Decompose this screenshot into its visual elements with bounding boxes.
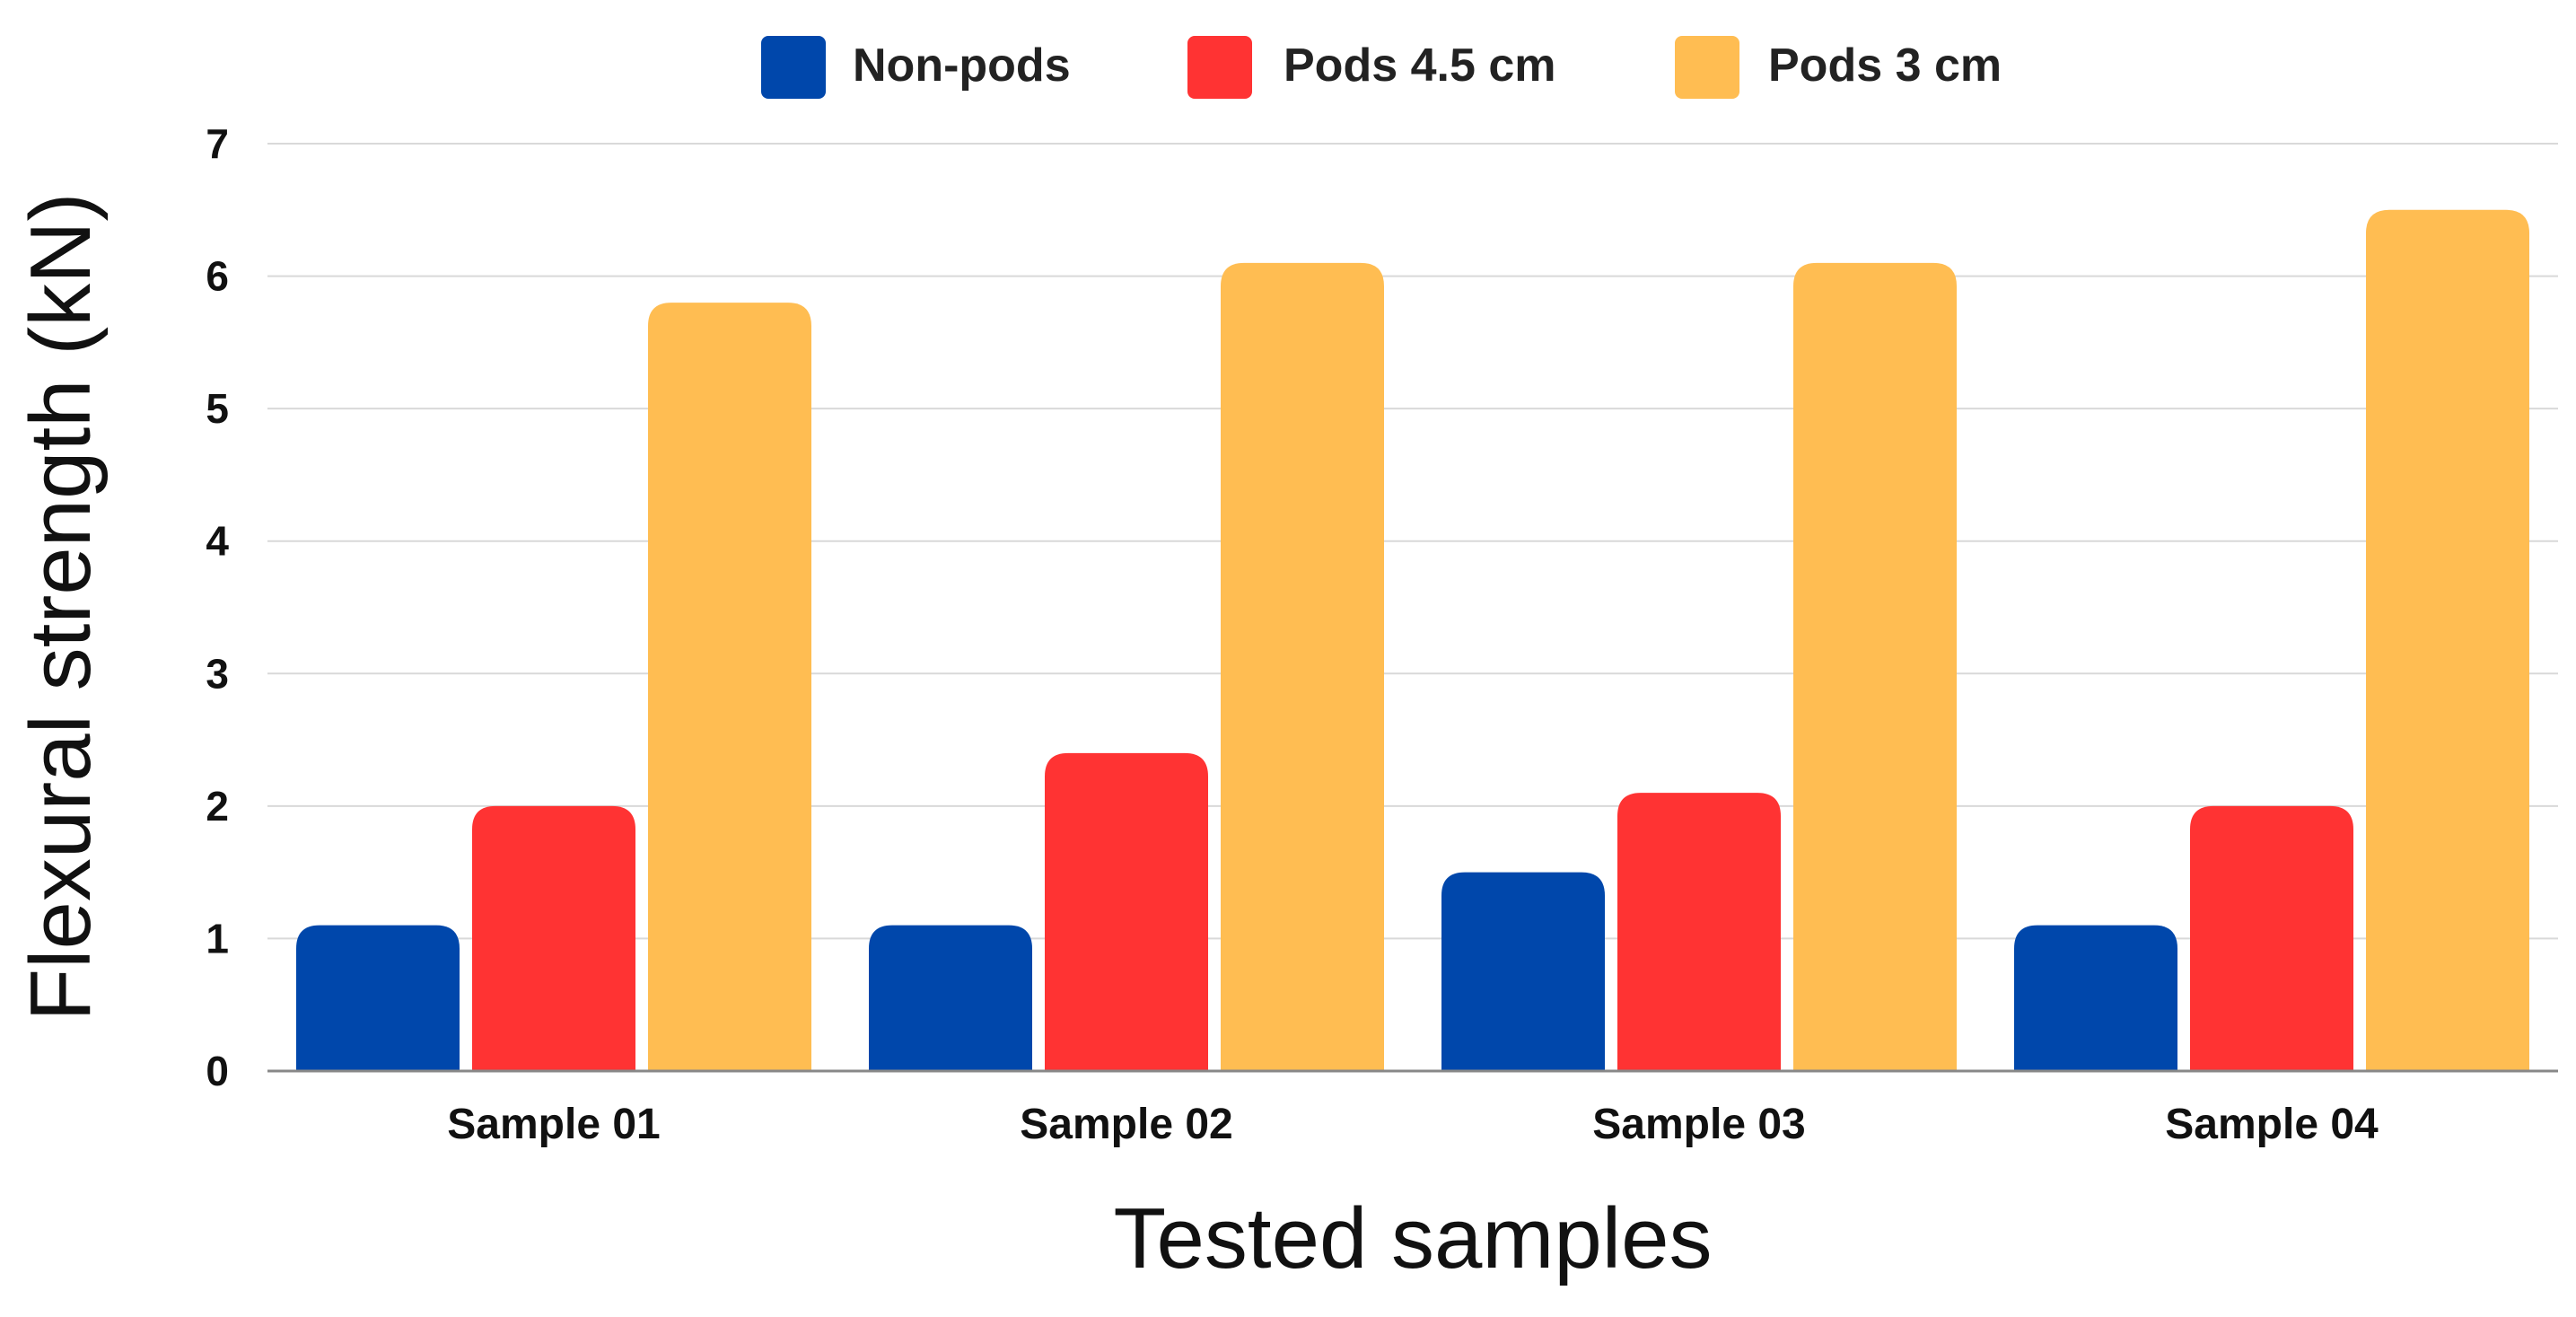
x-tick-label-sample-02: Sample 02 — [1020, 1101, 1232, 1148]
bar-non-pods-sample-01 — [296, 925, 460, 1071]
x-tick-label-sample-04: Sample 04 — [2165, 1101, 2379, 1148]
legend-swatch-non-pods — [761, 36, 826, 99]
y-tick-label-5: 5 — [206, 385, 229, 432]
bar-pods-4-5-cm-sample-03 — [1617, 793, 1781, 1071]
x-tick-labels: Sample 01 Sample 02 Sample 03 Sample 04 — [447, 1101, 2379, 1148]
bars — [296, 209, 2529, 1072]
legend-label-pods-4-5-cm: Pods 4.5 cm — [1284, 40, 1555, 92]
y-tick-label-1: 1 — [206, 915, 229, 961]
bar-pods-4-5-cm-sample-02 — [1045, 752, 1208, 1071]
y-tick-label-6: 6 — [206, 253, 229, 300]
y-tick-label-4: 4 — [206, 518, 229, 565]
bar-pods-4-5-cm-sample-04 — [2190, 805, 2353, 1071]
y-tick-labels: 0 1 2 3 4 5 6 7 — [206, 120, 229, 1094]
legend: Non-pods Pods 4.5 cm Pods 3 cm — [761, 36, 2002, 99]
legend-swatch-pods-4-5-cm — [1187, 36, 1252, 99]
x-tick-label-sample-01: Sample 01 — [447, 1101, 660, 1148]
x-tick-label-sample-03: Sample 03 — [1592, 1101, 1805, 1148]
bar-non-pods-sample-02 — [869, 925, 1032, 1071]
y-tick-label-0: 0 — [206, 1048, 229, 1094]
bar-pods-3-cm-sample-03 — [1793, 262, 1957, 1071]
bar-pods-4-5-cm-sample-01 — [472, 805, 635, 1071]
legend-swatch-pods-3-cm — [1675, 36, 1739, 99]
bar-pods-3-cm-sample-02 — [1221, 262, 1384, 1071]
bar-pods-3-cm-sample-01 — [648, 303, 811, 1072]
legend-label-non-pods: Non-pods — [853, 40, 1071, 92]
y-axis-title: Flexural strength (kN) — [13, 193, 109, 1022]
y-tick-label-2: 2 — [206, 783, 229, 830]
bar-pods-3-cm-sample-04 — [2366, 209, 2529, 1072]
bar-non-pods-sample-03 — [1441, 872, 1605, 1071]
legend-label-pods-3-cm: Pods 3 cm — [1768, 40, 2002, 92]
y-tick-label-7: 7 — [206, 120, 229, 167]
x-axis-title: Tested samples — [1114, 1190, 1713, 1286]
bar-non-pods-sample-04 — [2014, 925, 2177, 1071]
y-tick-label-3: 3 — [206, 650, 229, 697]
